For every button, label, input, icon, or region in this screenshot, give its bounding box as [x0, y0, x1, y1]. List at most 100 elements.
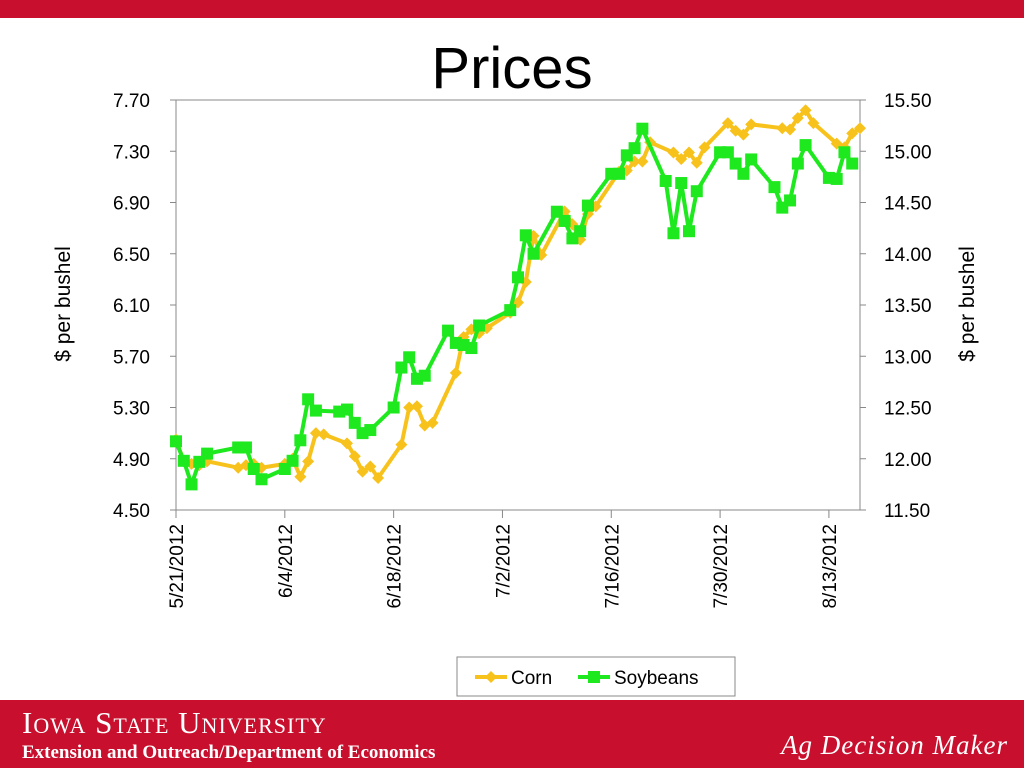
soybeans-data-point [675, 177, 688, 190]
soybeans-data-point [239, 441, 252, 454]
soybeans-data-point [294, 434, 307, 447]
corn-data-point [698, 141, 711, 154]
x-tick-label: 7/30/2012 [711, 524, 732, 609]
soybeans-data-point [799, 139, 812, 152]
legend-corn-label: Corn [511, 668, 552, 689]
soybeans-data-point [667, 227, 680, 240]
right-y-axis: 15.50 15.00 14.50 14.00 13.50 13.00 12.50 12.00… [860, 91, 932, 522]
soybeans-data-point [255, 473, 268, 486]
corn-data-point [341, 437, 353, 450]
soybeans-data-point [690, 185, 703, 198]
x-tick-label: 7/2/2012 [493, 524, 514, 598]
x-tick-label: 8/13/2012 [820, 524, 841, 609]
x-tick-label: 5/21/2012 [167, 524, 188, 609]
corn-data-point [791, 111, 804, 124]
soybeans-data-point [442, 324, 455, 337]
corn-data-point [807, 117, 820, 130]
soybeans-data-point [465, 342, 478, 355]
corn-data-point [683, 146, 695, 159]
soybeans-data-point [830, 172, 843, 185]
soybeans-data-point [745, 153, 758, 166]
series-layer [170, 104, 866, 491]
right-y-tick-label: 14.00 [884, 245, 932, 266]
soybeans-data-point [613, 167, 626, 180]
x-tick-label: 7/16/2012 [602, 524, 623, 609]
soybeans-data-point [838, 146, 851, 159]
legend-soybeans-marker [588, 671, 600, 683]
corn-data-point [745, 118, 758, 131]
soybeans-data-point [286, 454, 299, 467]
right-y-tick-label: 15.50 [884, 91, 932, 112]
soybeans-data-point [636, 122, 649, 135]
corn-data-point [784, 123, 797, 136]
left-y-tick-label: 6.50 [113, 245, 150, 266]
corn-data-point [309, 427, 322, 440]
soybeans-data-point [527, 247, 540, 260]
soybeans-data-point [418, 369, 431, 382]
left-y-axis: 7.70 7.30 6.90 6.50 6.10 5.70 5.30 4.90 4.50 [113, 91, 176, 522]
soybeans-data-point [170, 435, 182, 448]
corn-data-point [846, 127, 859, 140]
footer-department: Extension and Outreach/Department of Eco… [22, 742, 436, 763]
legend-soybeans-label: Soybeans [614, 668, 699, 689]
corn-data-point [667, 146, 680, 159]
left-y-tick-label: 4.90 [113, 450, 150, 471]
soybeans-data-point [659, 174, 672, 187]
right-y-tick-label: 12.50 [884, 399, 932, 420]
soybeans-data-point [348, 416, 361, 429]
right-y-tick-label: 13.50 [884, 296, 932, 317]
left-y-tick-label: 7.30 [113, 142, 150, 163]
chart-legend: Corn Soybeans [456, 656, 736, 697]
soybeans-data-point [550, 205, 563, 218]
soybeans-data-point [721, 146, 734, 159]
left-y-tick-label: 5.70 [113, 347, 150, 368]
corn-data-point [302, 455, 315, 468]
soybeans-data-point [519, 229, 532, 242]
soybeans-data-point [791, 157, 804, 170]
soybeans-data-point [729, 157, 742, 170]
soybeans-data-point [302, 393, 315, 406]
x-tick-label: 6/4/2012 [276, 524, 297, 598]
soybeans-data-point [581, 199, 594, 212]
price-chart: 7.70 7.30 6.90 6.50 6.10 5.70 5.30 4.90 4.50 15.… [52, 91, 979, 697]
soybeans-data-point [247, 463, 260, 475]
corn-data-point [403, 401, 416, 414]
corn-data-point [799, 104, 812, 117]
right-y-tick-label: 13.00 [884, 347, 932, 368]
corn-data-point [372, 471, 385, 484]
corn-data-point [364, 460, 377, 473]
soybeans-data-point [403, 351, 416, 364]
corn-data-point [410, 400, 423, 413]
soybeans-data-point [574, 225, 587, 238]
soybeans-data-point [737, 167, 750, 180]
soybeans-data-point [473, 319, 486, 332]
soybeans-data-point [512, 271, 524, 284]
soybeans-data-point [185, 478, 198, 491]
right-y-tick-label: 14.50 [884, 194, 932, 215]
corn-data-point [737, 128, 750, 141]
soybeans-data-point [558, 214, 571, 227]
top-accent-bar [0, 0, 1024, 18]
left-y-tick-label: 6.90 [113, 194, 150, 215]
corn-data-point [317, 428, 330, 441]
footer-brand: Ag Decision Maker [781, 730, 1008, 760]
corn-data-point [675, 152, 688, 165]
corn-data-point [854, 122, 866, 135]
footer-bar: Iowa State University Extension and Outr… [0, 700, 1024, 768]
corn-data-point [348, 450, 361, 463]
soybeans-data-point [846, 157, 859, 170]
soybeans-data-point [683, 225, 695, 238]
right-y-tick-label: 15.00 [884, 142, 932, 163]
soybeans-data-point [395, 361, 408, 374]
left-y-tick-label: 5.30 [113, 399, 150, 420]
university-logo: Iowa State University [22, 705, 327, 740]
corn-data-point [294, 470, 307, 483]
slide-title: Prices [431, 36, 593, 101]
soybeans-data-point [628, 142, 641, 155]
soybeans-data-point [341, 403, 353, 416]
corn-data-point [395, 438, 408, 451]
corn-data-point [449, 366, 462, 379]
right-y-axis-title: $ per bushel [956, 246, 979, 362]
right-y-tick-label: 11.50 [884, 501, 930, 522]
corn-data-point [721, 117, 734, 130]
